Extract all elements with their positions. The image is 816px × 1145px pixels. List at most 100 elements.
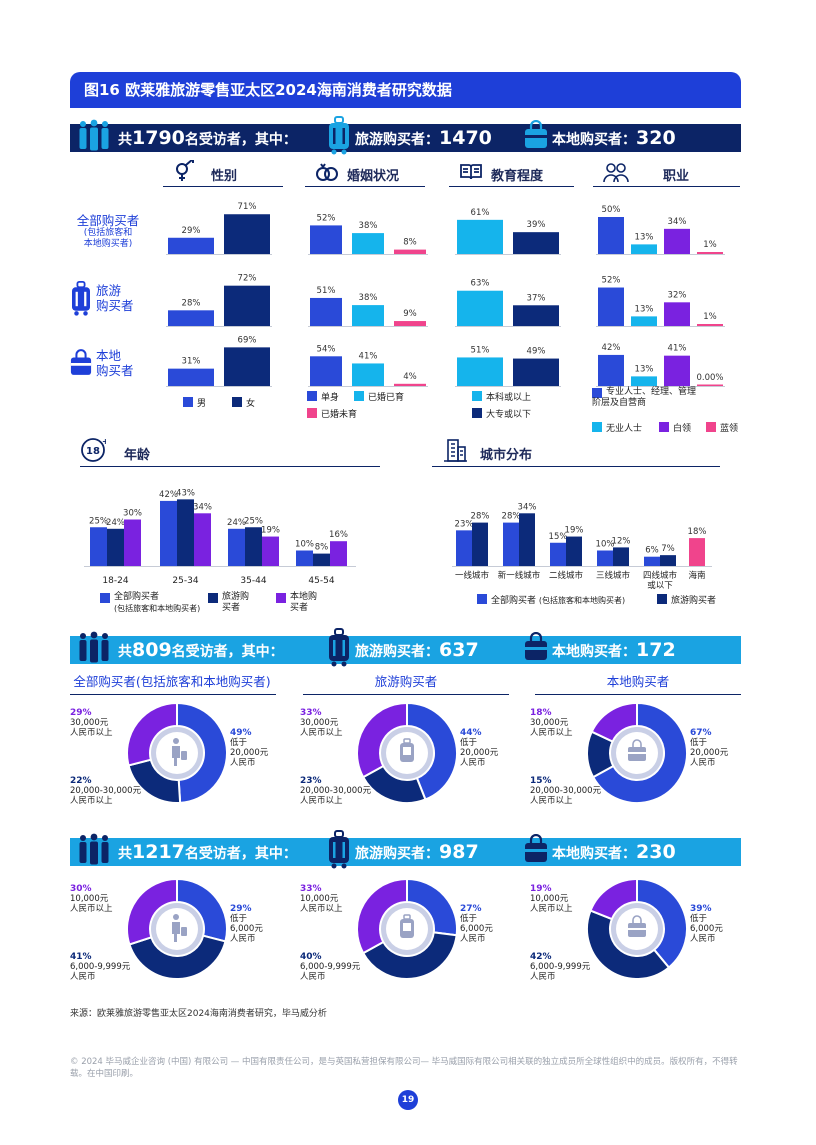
donut-pct-label: 23% (300, 776, 322, 786)
age-value-label: 19% (261, 526, 280, 536)
age-bar (262, 536, 279, 566)
travel-label: 旅游购买者： (355, 644, 439, 660)
donut-slice-label: 人民币 (530, 972, 556, 982)
age-category-label: 45-54 (308, 576, 334, 586)
donut-slice-label: 人民币以上 (70, 904, 113, 914)
legend-label: 旅游购买者 (671, 596, 717, 606)
bar-职业-3 (697, 324, 723, 326)
donut-pct-label: 44% (460, 728, 482, 738)
legend-occupation-bluecollar: 蓝领 (706, 421, 738, 434)
bar-教育程度-1 (513, 232, 559, 254)
bar-value-label: 69% (238, 335, 257, 345)
band-suffix: 名受访者，其中： (171, 644, 284, 660)
bar-value-label: 61% (471, 208, 490, 218)
local-count: 320 (636, 127, 676, 149)
legend-label: 全部购买者 (114, 592, 160, 602)
donut-slice-label: 6,000元 (690, 924, 723, 934)
legend-swatch (706, 422, 716, 432)
bar-value-label: 32% (668, 290, 687, 300)
local-count: 172 (636, 639, 676, 661)
legend-occupation-professional: 专业人士、经理、管理阶层及自营商 (592, 387, 700, 409)
bar-value-label: 0.00% (696, 373, 723, 383)
donut-slice-label: 人民币以上 (70, 796, 113, 806)
band-suffix: 名受访者，其中： (184, 846, 297, 862)
people-icon (79, 833, 109, 865)
city-value-label: 7% (661, 544, 675, 554)
donut-pct-label: 41% (70, 952, 92, 962)
bar-职业-2 (664, 302, 690, 326)
city-category-label: 海南 (688, 570, 705, 581)
donut-slice (128, 934, 227, 980)
legend-marital-single: 单身 (307, 390, 339, 403)
donut-slice-label: 20,000-30,000元 (300, 786, 372, 796)
donut-slice-label: 20,000元 (690, 748, 729, 758)
donut-slice-label: 低于 (230, 913, 248, 924)
luggage-icon (403, 923, 411, 931)
age-bar (177, 499, 194, 566)
legend-label: 单身 (321, 393, 340, 403)
traveler-icon (173, 738, 179, 744)
local-label: 本地购买者： (552, 846, 636, 862)
city-bar (660, 555, 676, 566)
donut-title-travel: 旅游购买者 (374, 674, 438, 689)
donut-pct-label: 19% (530, 884, 552, 894)
band-prefix: 共 (118, 132, 132, 148)
bar-婚姻状况-1 (352, 233, 384, 254)
city-value-label: 28% (471, 512, 490, 522)
gender-icon (176, 160, 194, 181)
legend-label: 旅游购买者 (222, 592, 250, 613)
svg-text:+: + (102, 437, 106, 446)
legend-marital-married-nokids: 已婚未育 (307, 407, 357, 420)
donut-slice-label: 人民币 (460, 934, 486, 944)
bar-职业-3 (697, 252, 723, 254)
city-value-label: 19% (565, 526, 584, 536)
donut-slice (126, 877, 178, 946)
age-category-label: 35-44 (240, 576, 266, 586)
bar-value-label: 9% (403, 309, 417, 319)
age-bar (160, 500, 177, 566)
legend-label-note: (包括旅客和本地购买者) (538, 596, 626, 605)
donut-slice-label: 10,000元 (70, 894, 109, 904)
donut-slice (356, 701, 408, 779)
donut-pct-label: 42% (530, 952, 552, 962)
donut-pct-label: 67% (690, 728, 712, 738)
bar-value-label: 29% (182, 226, 201, 236)
donut-slice-label: 人民币 (300, 972, 326, 982)
bar-性别-1 (224, 347, 270, 386)
city-bar (597, 550, 613, 566)
rings-icon (316, 163, 338, 181)
legend-city-all: 全部购买者 (包括旅客和本地购买者) (477, 593, 625, 606)
travel-count: 987 (439, 841, 479, 863)
legend-swatch (183, 397, 193, 407)
age-value-label: 10% (295, 540, 314, 550)
income-donut-charts: 49%低于20,000元人民币22%20,000-30,000元人民币以上29%… (70, 701, 729, 982)
legend-gender-female: 女 (232, 396, 255, 409)
legend-age-travel: 旅游购买者 (208, 592, 250, 614)
shopping-bag-icon (628, 928, 646, 930)
bar-value-label: 54% (317, 344, 336, 354)
city-category-label: 新一线城市 (498, 570, 541, 581)
legend-age-all: 全部购买者 (包括旅客和本地购买者) (100, 592, 200, 615)
bar-value-label: 41% (668, 344, 687, 354)
age-bar (245, 527, 262, 566)
age-category-label: 25-34 (172, 576, 198, 586)
bar-value-label: 51% (317, 286, 336, 296)
row-label-travel: 旅游 购买者 (96, 283, 134, 313)
donut-slice (586, 909, 671, 980)
donut-slice-label: 30,000元 (300, 718, 339, 728)
city-category-label: 或以下 (647, 580, 673, 590)
donut-pct-label: 30% (70, 884, 92, 894)
donut-slice (361, 931, 458, 980)
legend-occupation-whitecollar: 白领 (659, 421, 691, 434)
local-label: 本地购买者： (552, 644, 636, 660)
legend-swatch (592, 422, 602, 432)
donut-slice-label: 人民币以上 (300, 728, 343, 738)
donut-slice-label: 20,000元 (460, 748, 499, 758)
donut-title-local: 本地购买者 (606, 674, 670, 689)
legend-swatch (477, 594, 487, 604)
legend-swatch (354, 391, 364, 401)
legend-label: 蓝领 (720, 424, 739, 434)
donut-slice-label: 低于 (230, 737, 248, 748)
bar-value-label: 51% (471, 345, 490, 355)
donut-slice-label: 人民币 (230, 758, 256, 768)
